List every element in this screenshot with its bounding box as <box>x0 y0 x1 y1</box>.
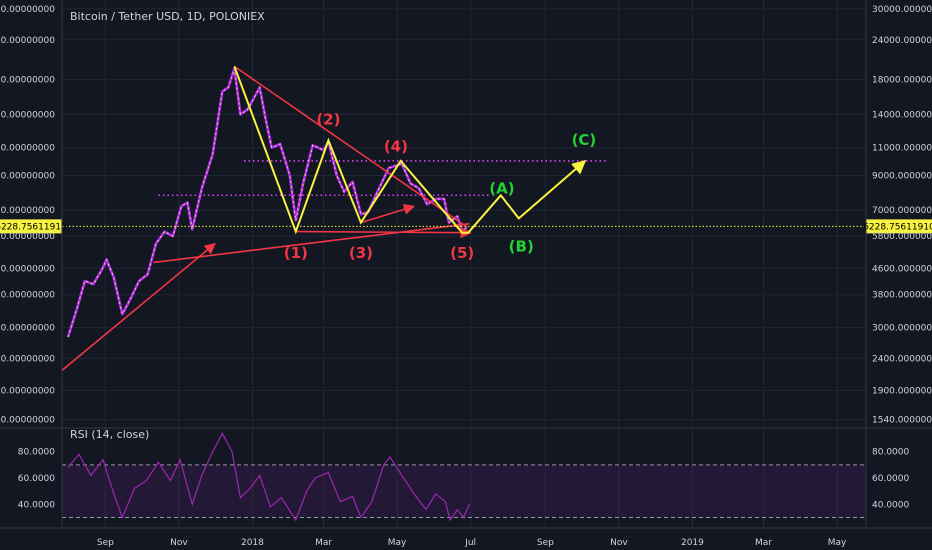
time-tick: Sep <box>537 538 554 548</box>
wave-labels: (1) (2) (3) (4) (5) (A) (B) (C) <box>284 111 597 263</box>
price-candles-overlay <box>67 68 468 338</box>
wave-label: (A) <box>489 179 514 197</box>
price-tick-right: 2400.00000000 <box>872 354 932 364</box>
trend-line <box>233 65 468 228</box>
current-price-tag-right <box>866 219 932 234</box>
trend-line <box>295 227 472 239</box>
time-tick: Mar <box>755 538 772 548</box>
wave-label: (4) <box>384 138 408 156</box>
time-tick: Jul <box>464 538 476 548</box>
current-price-line: 6228.75611910 6228.75611910 <box>0 219 932 234</box>
wave-label: (5) <box>450 244 474 262</box>
current-price-label-right: 6228.75611910 <box>863 222 932 232</box>
wave-path-line <box>233 66 587 235</box>
rsi-tick-left: 60.0000 <box>18 474 55 484</box>
price-tick-right: 3800.00000000 <box>872 291 932 301</box>
chart-title: Bitcoin / Tether USD, 1D, POLONIEX <box>70 10 265 23</box>
price-tick-right: 9000.00000000 <box>872 171 932 181</box>
time-tick: May <box>828 538 847 548</box>
price-tick-left: 18000.00000000 <box>0 76 55 86</box>
price-tick-left: 3000.00000000 <box>0 323 55 333</box>
price-tick-left: 5800.00000000 <box>0 232 55 242</box>
price-tick-left: 4600.00000000 <box>0 264 55 274</box>
wave-path <box>233 66 587 235</box>
price-tick-left: 14000.00000000 <box>0 110 55 120</box>
rsi-tick-left: 40.0000 <box>18 500 55 510</box>
wave-label: (3) <box>349 244 373 262</box>
price-tick-right: 4600.00000000 <box>872 264 932 274</box>
time-tick: 2018 <box>241 538 264 548</box>
price-series <box>66 67 468 338</box>
current-price-tag-left <box>0 219 62 234</box>
rsi-tick-left: 80.0000 <box>18 448 55 458</box>
rsi-label: RSI (14, close) <box>70 428 149 441</box>
rsi-tick-right: 60.0000 <box>872 474 909 484</box>
time-tick: May <box>388 538 407 548</box>
rsi-series <box>67 432 470 522</box>
time-tick: Sep <box>97 538 114 548</box>
wave-label: (B) <box>509 237 534 255</box>
price-tick-right: 14000.00000000 <box>872 110 932 120</box>
price-tick-left: 7000.00000000 <box>0 206 55 216</box>
price-tick-left: 2400.00000000 <box>0 354 55 364</box>
price-tick-left: 3800.00000000 <box>0 291 55 301</box>
current-price-label-left: 6228.75611910 <box>0 222 67 232</box>
rsi-tick-right: 80.0000 <box>872 448 909 458</box>
rsi-band <box>62 464 866 518</box>
wave-label: (1) <box>284 244 308 262</box>
price-tick-left: 1900.00000000 <box>0 387 55 397</box>
price-tick-right: 11000.00000000 <box>872 144 932 154</box>
time-tick: 2019 <box>681 538 704 548</box>
price-tick-right: 30000.00000000 <box>872 5 932 15</box>
trend-line <box>360 203 416 224</box>
price-tick-left: 11000.00000000 <box>0 144 55 154</box>
price-tick-right: 18000.00000000 <box>872 76 932 86</box>
rsi-line <box>67 432 470 522</box>
time-tick: Nov <box>610 538 628 548</box>
wave-label: (C) <box>572 131 597 149</box>
wave-label: (2) <box>316 111 340 129</box>
rsi-tick-right: 40.0000 <box>872 500 909 510</box>
price-tick-right: 1900.00000000 <box>872 387 932 397</box>
time-tick: Mar <box>315 538 332 548</box>
price-tick-right: 24000.00000000 <box>872 36 932 46</box>
price-tick-left: 30000.00000000 <box>0 5 55 15</box>
trend-lines <box>61 65 472 371</box>
price-tick-right: 1540.00000000 <box>872 416 932 426</box>
price-tick-right: 7000.00000000 <box>872 206 932 216</box>
price-tick-left: 24000.00000000 <box>0 36 55 46</box>
time-tick: Nov <box>170 538 188 548</box>
price-tick-left: 9000.00000000 <box>0 171 55 181</box>
price-tick-left: 1540.00000000 <box>0 416 55 426</box>
trend-line <box>153 222 470 264</box>
trend-line <box>61 242 216 371</box>
price-tick-right: 3000.00000000 <box>872 323 932 333</box>
price-tick-right: 5800.00000000 <box>872 232 932 242</box>
